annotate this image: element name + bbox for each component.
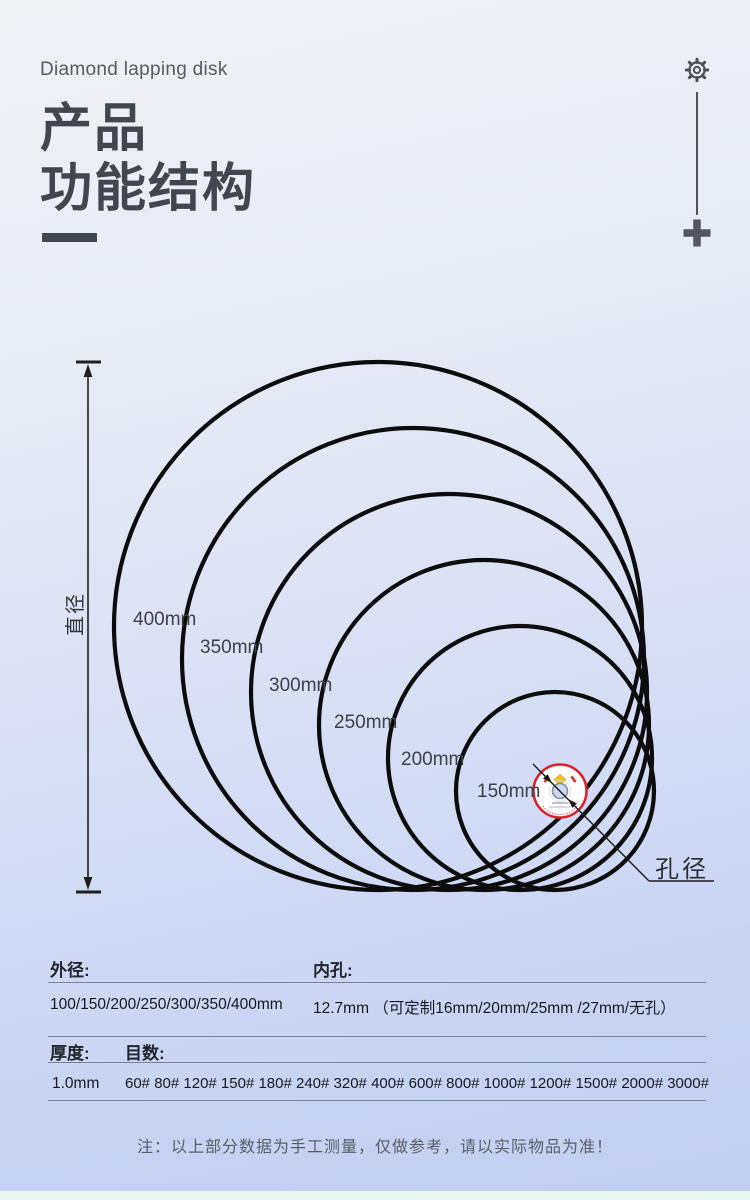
spec-value-inner-hole: 12.7mm （可定制16mm/20mm/25mm /27mm/无孔） (313, 1000, 676, 1017)
disk-photo-ring (532, 763, 588, 819)
size-label-150mm: 150mm (477, 781, 541, 802)
spec-value-outer-diameter: 100/150/200/250/300/350/400mm (50, 996, 283, 1013)
measurement-disclaimer-note: 注：以上部分数据为手工测量，仅做参考，请以实际物品为准！ (136, 1139, 613, 1156)
gear-icon (684, 57, 710, 83)
spec-header-mesh: 目数: (125, 1044, 165, 1063)
hole-diameter-label: 孔径 (655, 856, 709, 883)
page-title-line1: 产品 (40, 100, 149, 158)
spec-divider-3 (48, 1062, 706, 1063)
disk-center-hole-ring (549, 780, 571, 802)
spec-header-thickness: 厚度: (50, 1044, 90, 1063)
size-label-250mm: 250mm (334, 712, 398, 733)
disk-label-text-right (570, 775, 577, 783)
disk-label-text-left (543, 775, 550, 783)
spec-divider-1 (48, 982, 706, 983)
bottom-strip (0, 1191, 750, 1200)
spec-value-thickness: 1.0mm (52, 1075, 100, 1092)
disk-circle-350mm (179, 425, 647, 893)
product-subtitle: Diamond lapping disk (40, 59, 228, 80)
hole-arrowhead-upper (543, 774, 552, 783)
spec-header-outer-diameter: 外径: (50, 961, 90, 980)
disk-center-hole (551, 782, 569, 800)
page-title-line2: 功能结构 (40, 160, 257, 218)
size-label-300mm: 300mm (269, 675, 333, 696)
size-label-350mm: 350mm (200, 637, 264, 658)
hole-arrowhead-lower (568, 799, 577, 808)
spec-value-mesh: 60# 80# 120# 150# 180# 240# 320# 400# 60… (125, 1075, 709, 1092)
title-underline-dash (42, 233, 97, 242)
spec-divider-4 (48, 1100, 706, 1101)
disk-label-arc-text (542, 805, 578, 816)
size-label-200mm: 200mm (401, 749, 465, 770)
disk-photo (532, 763, 588, 819)
spec-divider-2 (48, 1036, 706, 1037)
disk-logo-diamond-icon (553, 774, 567, 786)
size-label-400mm: 400mm (133, 609, 197, 630)
spec-header-inner-hole: 内孔: (313, 961, 353, 980)
diameter-axis-label: 直径 (65, 592, 87, 636)
plus-icon (683, 219, 711, 247)
